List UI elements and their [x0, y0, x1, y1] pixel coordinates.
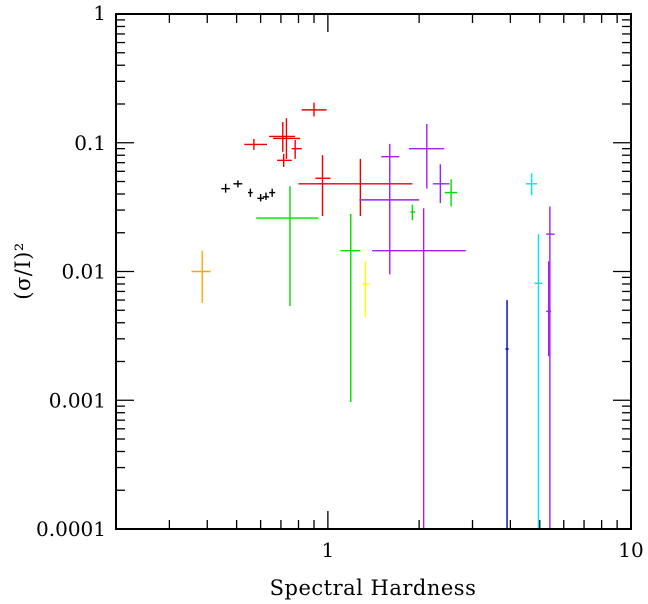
y-tick-label: 0.001: [49, 388, 106, 412]
y-axis-label: (σ/I)²: [11, 242, 35, 300]
x-axis-label: Spectral Hardness: [270, 576, 477, 600]
y-tick-label: 0.01: [61, 260, 106, 284]
series-7: [525, 173, 543, 529]
x-tick-label: 10: [618, 538, 643, 562]
series-0: [221, 180, 276, 202]
y-tick-label: 0.1: [74, 131, 106, 155]
series-4: [362, 261, 370, 318]
y-tick-label: 0.0001: [36, 517, 106, 541]
series-2: [191, 250, 211, 303]
data-marks: [191, 102, 555, 529]
series-6: [505, 300, 509, 529]
tick-labels: 1 10 1 0.1 0.01 0.001 0.0001: [36, 1, 644, 562]
series-3: [256, 179, 458, 402]
series-5: [359, 123, 555, 529]
x-tick-label: 1: [322, 538, 335, 562]
plot-frame: [115, 13, 632, 530]
y-tick-label: 1: [93, 1, 106, 25]
series-1: [244, 102, 413, 216]
